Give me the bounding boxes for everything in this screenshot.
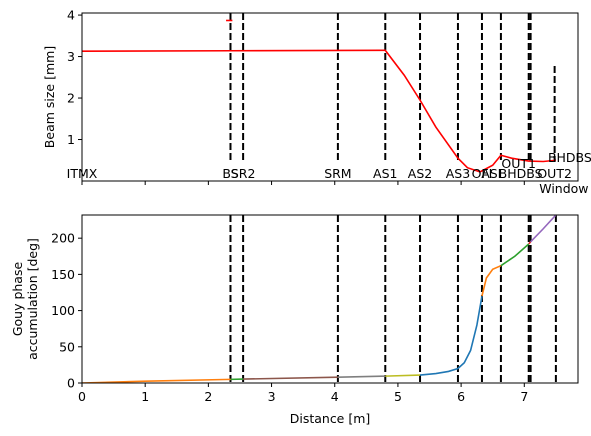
x-tick-label: 1 xyxy=(141,389,149,404)
y-tick-label: 100 xyxy=(51,303,75,318)
marker-label: BHDBS xyxy=(499,166,543,181)
x-tick-label: 3 xyxy=(268,389,276,404)
marker-label: AS3 xyxy=(446,166,470,181)
series-line xyxy=(82,378,231,383)
marker-label: OUT1 xyxy=(501,156,536,171)
y-axis-label: Beam size [mm] xyxy=(42,46,57,148)
series-line xyxy=(243,376,338,380)
x-tick-label: 0 xyxy=(78,389,86,404)
y-tick-label: 4 xyxy=(67,8,75,23)
axes-frame xyxy=(81,12,579,182)
marker-label: SRM xyxy=(324,166,351,181)
y-axis-label: Gouy phaseaccumulation [deg] xyxy=(10,238,40,360)
x-tick-label: 6 xyxy=(457,389,465,404)
x-tick-label: 5 xyxy=(394,389,402,404)
marker-label: AS1 xyxy=(373,166,397,181)
series-line xyxy=(82,49,556,173)
marker-label: OFI xyxy=(472,166,493,181)
y-tick-label: 3 xyxy=(67,49,75,64)
y-tick-label: 0 xyxy=(67,376,75,391)
series-line xyxy=(500,243,530,267)
series-line xyxy=(528,241,532,245)
marker-label: OUT2 xyxy=(537,166,572,181)
marker-label: BHDBS xyxy=(548,150,591,165)
y-tick-label: 1 xyxy=(67,132,75,147)
y-tick-label: 2 xyxy=(67,91,75,106)
marker-label: AS2 xyxy=(408,166,432,181)
series-line xyxy=(419,295,483,376)
series-line xyxy=(530,215,557,243)
marker-label: ITMX xyxy=(67,166,98,181)
series-line xyxy=(385,374,421,377)
y-tick-label: 200 xyxy=(51,231,75,246)
series-line xyxy=(337,375,386,379)
marker-label: ASL xyxy=(481,166,504,181)
y-tick-label: 50 xyxy=(59,339,75,354)
marker-label: SR2 xyxy=(231,166,256,181)
y-tick-label: 150 xyxy=(51,267,75,282)
x-tick-label: 7 xyxy=(520,389,528,404)
x-tick-label: 4 xyxy=(331,389,339,404)
x-axis-label: Distance [m] xyxy=(290,411,371,426)
axes-frame xyxy=(81,214,579,384)
gouy-phase-panel: 0 50 100 150 200 0 1 2 3 4 5 6 7 Gouy phaseaccumulati… xyxy=(10,214,579,426)
marker-label: BS xyxy=(222,166,238,181)
x-tick-label: 2 xyxy=(204,389,212,404)
series-line xyxy=(481,264,502,297)
marker-label: Window xyxy=(539,181,588,196)
